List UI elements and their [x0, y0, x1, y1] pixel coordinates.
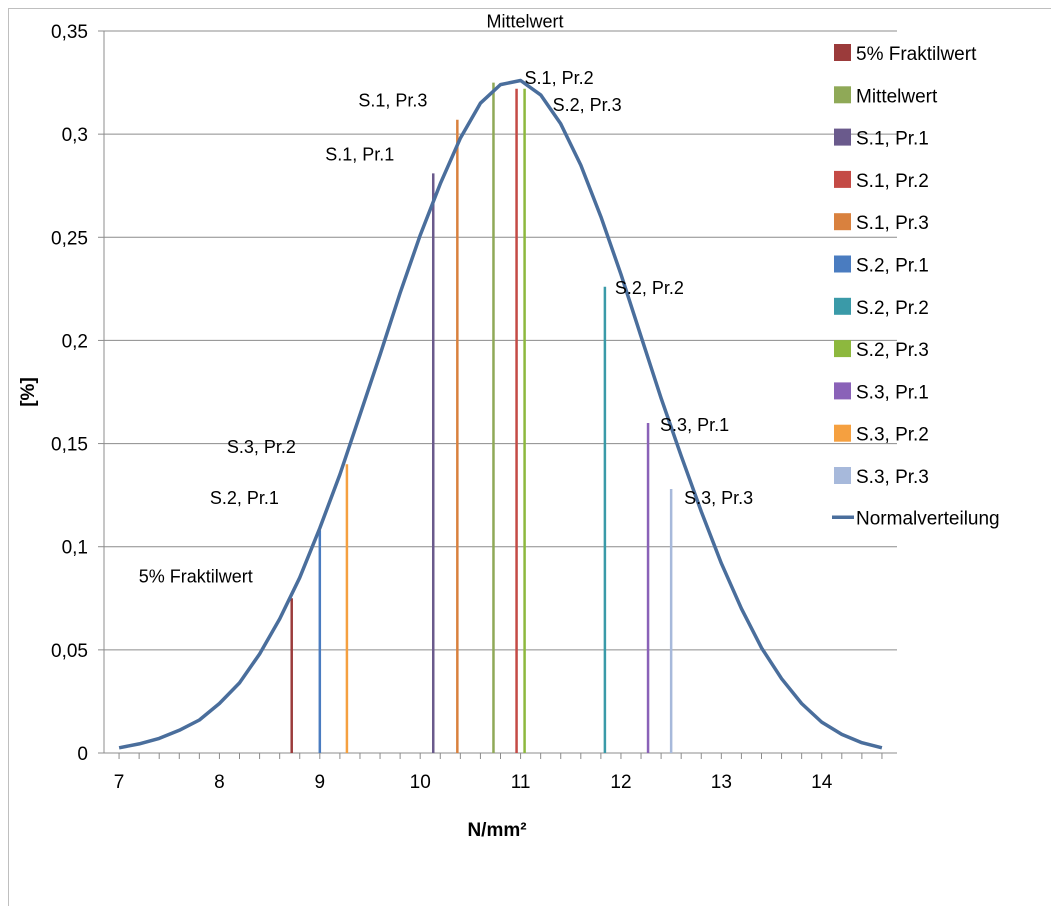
- annotation-label: S.3, Pr.2: [227, 437, 296, 457]
- annotation-label: S.2, Pr.1: [210, 488, 279, 508]
- legend-entry: S.3, Pr.3: [856, 467, 929, 488]
- annotation-label: S.1, Pr.3: [358, 91, 427, 111]
- annotation-label: S.3, Pr.1: [660, 415, 729, 435]
- y-tick-label: 0: [77, 744, 88, 765]
- legend-entry: S.2, Pr.1: [856, 256, 929, 277]
- legend-entry: S.3, Pr.2: [856, 425, 929, 446]
- y-axis-label: [%]: [18, 377, 39, 407]
- y-tick-label: 0,05: [51, 641, 88, 662]
- x-axis-label: N/mm²: [467, 820, 526, 841]
- legend-entry: Mittelwert: [856, 86, 938, 107]
- legend-entry: S.1, Pr.2: [856, 171, 929, 192]
- x-tick-label: 10: [410, 772, 431, 793]
- y-tick-label: 0,2: [62, 331, 88, 352]
- legend-swatch: [834, 297, 851, 315]
- y-tick-label: 0,15: [51, 435, 88, 456]
- legend-entry: Normalverteilung: [856, 508, 1000, 529]
- x-tick-label: 14: [811, 772, 833, 793]
- legend-swatch: [834, 170, 851, 188]
- x-tick-label: 12: [610, 772, 631, 793]
- annotation-label: S.2, Pr.2: [615, 278, 684, 298]
- y-tick-label: 0,35: [51, 22, 88, 43]
- legend-swatch: [834, 128, 851, 146]
- legend-swatch: [834, 424, 851, 442]
- axes: [98, 30, 897, 759]
- legend-entry: S.2, Pr.2: [856, 298, 929, 319]
- annotation-labels: 5% Fraktilwert Mittelwert S.1, Pr.1 S.1, Pr…: [139, 12, 753, 587]
- y-tick-label: 0,25: [51, 228, 88, 249]
- legend-swatch: [834, 467, 851, 484]
- legend-entry: S.1, Pr.3: [856, 213, 929, 234]
- x-tick-label: 13: [711, 772, 732, 793]
- normal-distribution-curve: [118, 78, 883, 750]
- legend-swatch: [834, 213, 851, 231]
- legend-swatch: [834, 44, 851, 61]
- legend-entry: S.2, Pr.3: [856, 340, 929, 361]
- y-tick-label: 0,3: [62, 125, 88, 146]
- x-tick-label: 7: [114, 772, 125, 793]
- annotation-label: 5% Fraktilwert: [139, 566, 253, 586]
- legend-swatch: [834, 255, 851, 273]
- x-tick-label: 11: [511, 772, 531, 793]
- legend-swatch: [834, 86, 851, 104]
- annotation-label: S.2, Pr.3: [553, 95, 622, 115]
- marker-bars: [290, 82, 673, 753]
- y-tick-label: 0,1: [62, 538, 88, 559]
- annotation-label: Mittelwert: [486, 12, 563, 32]
- legend-entry: S.3, Pr.1: [856, 382, 929, 403]
- legend-entry: 5% Fraktilwert: [856, 44, 977, 65]
- annotation-label: S.1, Pr.1: [325, 144, 394, 164]
- x-tick-label: 9: [315, 772, 326, 793]
- annotation-label: S.3, Pr.3: [684, 488, 753, 508]
- x-tick-label: 8: [214, 772, 225, 793]
- tick-labels: 0 0,05 0,1 0,15 0,2 0,25 0,3 0,35 7 8 9 10 11 12 13 14: [51, 22, 833, 793]
- legend: 5% Fraktilwert Mittelwert S.1, Pr.1 S.1, Pr…: [832, 44, 1000, 529]
- chart-frame: [8, 8, 1051, 906]
- legend-entry: S.1, Pr.1: [856, 129, 929, 150]
- legend-swatch: [834, 382, 851, 400]
- legend-swatch: [834, 340, 851, 358]
- grid-lines: [104, 30, 897, 651]
- annotation-label: S.1, Pr.2: [525, 68, 594, 88]
- curve-group: [118, 78, 883, 750]
